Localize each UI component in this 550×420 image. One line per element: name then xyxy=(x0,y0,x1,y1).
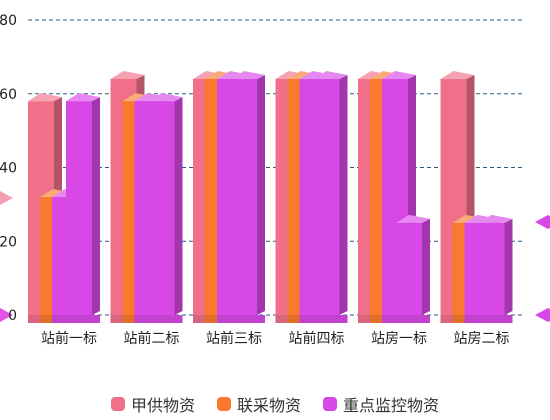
legend-swatch-zhongdian xyxy=(323,397,337,411)
bar-base xyxy=(396,315,430,323)
bar-top xyxy=(440,71,475,79)
bar xyxy=(148,93,183,323)
bar-base xyxy=(148,315,183,323)
bar-front xyxy=(231,79,257,315)
y-tick-label: 60 xyxy=(0,87,17,103)
bar-top xyxy=(231,71,265,79)
bar-base xyxy=(478,315,513,323)
bar-side xyxy=(339,75,348,315)
bar-top xyxy=(148,93,183,102)
x-tick-label: 站前二标 xyxy=(124,330,180,347)
bar-top xyxy=(396,214,430,223)
bar-side xyxy=(174,97,183,315)
x-tick-label: 站房一标 xyxy=(371,331,427,347)
legend: 甲供物资 联采物资 重点监控物资 xyxy=(0,392,550,416)
bars xyxy=(0,71,550,323)
edge-marker xyxy=(0,308,13,322)
legend-swatch-liancai xyxy=(216,397,231,411)
legend-label-jiagong: 甲供物资 xyxy=(130,396,195,415)
y-tick-label: 40 xyxy=(0,161,17,177)
edge-marker xyxy=(0,191,13,205)
legend-swatch-jiagong xyxy=(110,397,125,411)
bar-base xyxy=(231,315,265,323)
bar-side xyxy=(92,97,100,315)
bar-side xyxy=(504,218,513,315)
bar-front xyxy=(66,101,92,315)
bar-base xyxy=(66,315,100,323)
bar-front xyxy=(478,222,505,315)
legend-item-zhongdian[interactable]: 重点监控物资 xyxy=(323,392,439,416)
axis-labels: 80 60 40 20 0 站前一标 站前二标 站前三标 站前四标 站房一标 站房二标 xyxy=(0,13,510,347)
bar-top xyxy=(28,93,62,102)
bar-front xyxy=(396,222,422,315)
bar-base xyxy=(313,315,348,323)
bar-front xyxy=(313,79,340,315)
legend-item-jiagong[interactable]: 甲供物资 xyxy=(110,392,195,416)
bar-chart: 80 60 40 20 0 站前一标 站前二标 站前三标 站前四标 站房一标 站房二标 xyxy=(0,13,550,347)
edge-marker xyxy=(535,215,550,229)
x-tick-label: 站前一标 xyxy=(41,330,97,347)
legend-item-liancai[interactable]: 联采物资 xyxy=(216,392,301,416)
bar-front xyxy=(148,101,175,315)
bar-side xyxy=(422,218,430,315)
y-tick-label: 80 xyxy=(0,13,17,29)
bar xyxy=(313,71,348,323)
bar-top xyxy=(110,71,145,79)
bar-top xyxy=(66,93,100,102)
legend-label-zhongdian: 重点监控物资 xyxy=(343,396,440,415)
bar-side xyxy=(257,75,265,315)
bar xyxy=(478,214,513,323)
bar-top xyxy=(478,214,513,223)
edge-marker xyxy=(535,308,550,322)
x-tick-label: 站房二标 xyxy=(454,331,510,347)
x-tick-label: 站前四标 xyxy=(289,330,345,347)
bar xyxy=(396,214,430,323)
x-tick-label: 站前三标 xyxy=(206,330,262,347)
bar xyxy=(66,93,100,323)
bar xyxy=(231,71,265,323)
legend-label-liancai: 联采物资 xyxy=(236,396,301,415)
y-tick-label: 0 xyxy=(8,308,17,324)
y-tick-label: 20 xyxy=(0,234,17,250)
bar-top xyxy=(313,71,348,79)
bar-top xyxy=(382,71,416,79)
grid-lines xyxy=(28,19,522,316)
